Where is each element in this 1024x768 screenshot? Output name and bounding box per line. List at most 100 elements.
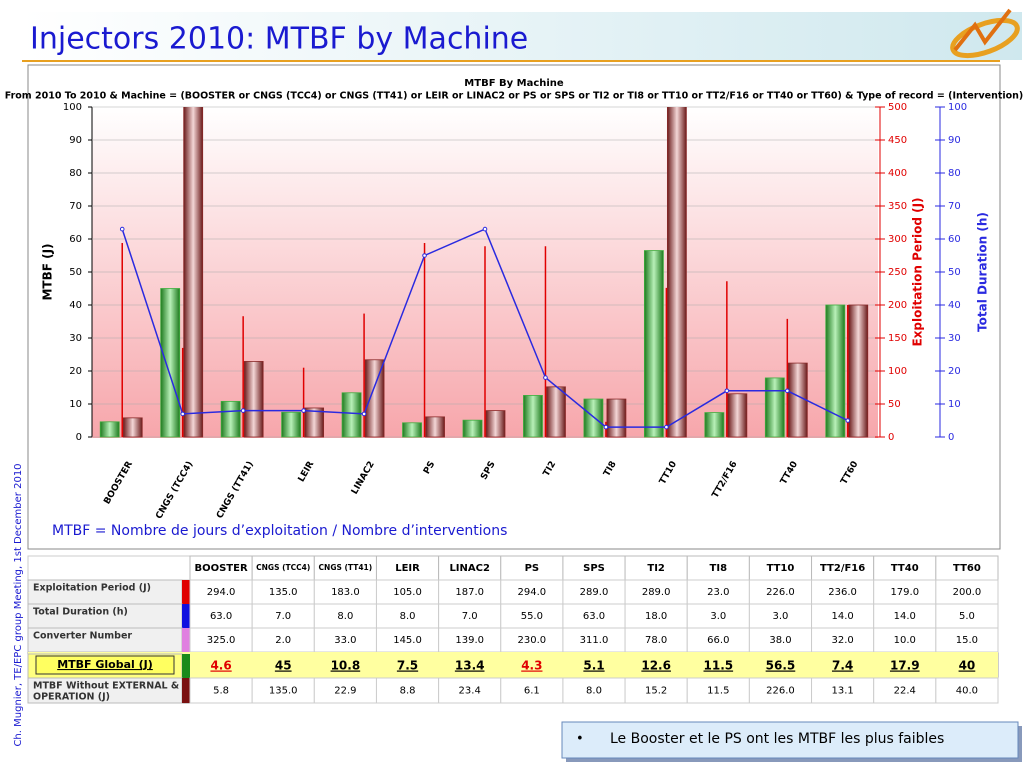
table-value: 3.0: [773, 611, 789, 622]
y-tick-label: 100: [63, 102, 82, 113]
table-value: 40.0: [956, 686, 978, 697]
table-cell: [873, 579, 937, 605]
table-value: 22.4: [894, 686, 916, 697]
header-label: SPS: [583, 563, 605, 574]
y3-tick-label: 80: [948, 168, 961, 179]
y-axis-label: MTBF (J): [41, 243, 55, 300]
row-color: [182, 604, 190, 628]
bar: [160, 288, 181, 438]
table-cell: [935, 627, 999, 653]
duration-point: [724, 388, 730, 394]
duration-point: [240, 408, 246, 413]
y3-tick-label: 50: [948, 267, 961, 278]
y2-tick-label: 350: [888, 201, 907, 212]
table-value: 23.4: [459, 686, 481, 697]
row-label: Exploitation Period (J): [33, 583, 151, 594]
table-cell: [313, 677, 377, 704]
table-cell: [375, 603, 440, 629]
mtbf-global-value: 7.5: [397, 659, 418, 673]
table-cell: [375, 579, 440, 605]
table-value: 63.0: [583, 611, 605, 622]
table-cell: [748, 603, 813, 629]
y3-tick-label: 0: [948, 432, 954, 443]
bar: [764, 377, 785, 438]
table-value: 139.0: [455, 635, 484, 646]
header-cell: [500, 555, 564, 581]
y-tick-label: 70: [69, 201, 82, 212]
duration-point: [603, 424, 609, 430]
row-label: MTBF Without EXTERNAL & OPERATION (J): [33, 680, 179, 702]
bar: [485, 410, 506, 438]
slide-title: Injectors 2010: MTBF by Machine: [30, 22, 528, 57]
table-cell: [375, 677, 440, 704]
duration-point: [422, 253, 427, 258]
table-cell: [873, 627, 937, 653]
y-tick-label: 90: [69, 135, 82, 146]
y3-tick-label: 40: [948, 300, 961, 311]
formula-box: [45, 518, 578, 545]
table-value: 5.0: [959, 611, 975, 622]
table-value: 32.0: [831, 635, 853, 646]
row-label: Total Duration (h): [33, 607, 128, 618]
table-cell: [562, 603, 626, 629]
header-label: TT40: [891, 563, 919, 574]
header-label: TT2/F16: [820, 563, 865, 574]
y3-tick-label: 90: [948, 135, 961, 146]
bullet-dot: •: [576, 732, 584, 747]
table-value: 135.0: [269, 686, 298, 697]
mtbf-global-value: 17.9: [890, 659, 920, 673]
duration-point: [361, 411, 367, 417]
table-value: 14.0: [831, 611, 853, 622]
bar: [825, 304, 846, 438]
table-value: 6.1: [524, 686, 540, 697]
y-tick-label: 30: [69, 333, 82, 344]
table-cell: [811, 579, 875, 605]
table-value: 294.0: [518, 587, 547, 598]
table-value: 179.0: [890, 587, 919, 598]
table-value: 325.0: [207, 635, 236, 646]
mtbf-global-value: 56.5: [766, 659, 796, 673]
chart-title: MTBF By Machine: [464, 78, 564, 89]
y3-tick-label: 30: [948, 333, 961, 344]
y-tick-label: 0: [76, 432, 82, 443]
y2-tick-label: 500: [888, 102, 907, 113]
header-cell: [375, 555, 440, 581]
table-value: 8.8: [400, 686, 416, 697]
bar: [606, 398, 627, 438]
y-tick-label: 40: [69, 300, 82, 311]
row-label: MTBF Global (J): [57, 658, 153, 671]
y-tick-label: 20: [69, 366, 82, 377]
row-color: [182, 678, 190, 703]
duration-point: [482, 226, 488, 232]
row-label: Converter Number: [33, 631, 132, 642]
table-cell: [313, 627, 377, 653]
side-note: Ch. Mugnier, TE/EPC group Meeting, 1st D…: [13, 463, 24, 746]
mtbf-global-value: 11.5: [704, 659, 734, 673]
bar: [704, 412, 725, 438]
table-value: 15.2: [645, 686, 667, 697]
table-cell: [748, 579, 813, 605]
bar: [364, 359, 385, 438]
table-cell: [811, 603, 875, 629]
table-value: 294.0: [207, 587, 236, 598]
table-cell: [251, 627, 315, 653]
mtbf-global-value: 40: [959, 659, 976, 673]
y-tick-label: 50: [69, 267, 82, 278]
header-label: TT10: [767, 563, 795, 574]
bar: [220, 400, 241, 438]
header-cell: [251, 555, 315, 581]
bar: [183, 107, 204, 438]
header-label: LEIR: [395, 563, 420, 574]
table-cell: [811, 677, 875, 704]
y-tick-label: 10: [69, 399, 82, 410]
global-label-box: [35, 655, 175, 675]
table-cell: [438, 603, 502, 629]
duration-point: [301, 408, 306, 413]
table-cell: [189, 677, 253, 704]
header-label: LINAC2: [449, 563, 490, 574]
duration-point: [119, 226, 125, 232]
table-value: 10.0: [894, 635, 916, 646]
mtbf-global-value: 12.6: [641, 659, 671, 673]
table-value: 8.0: [400, 611, 416, 622]
